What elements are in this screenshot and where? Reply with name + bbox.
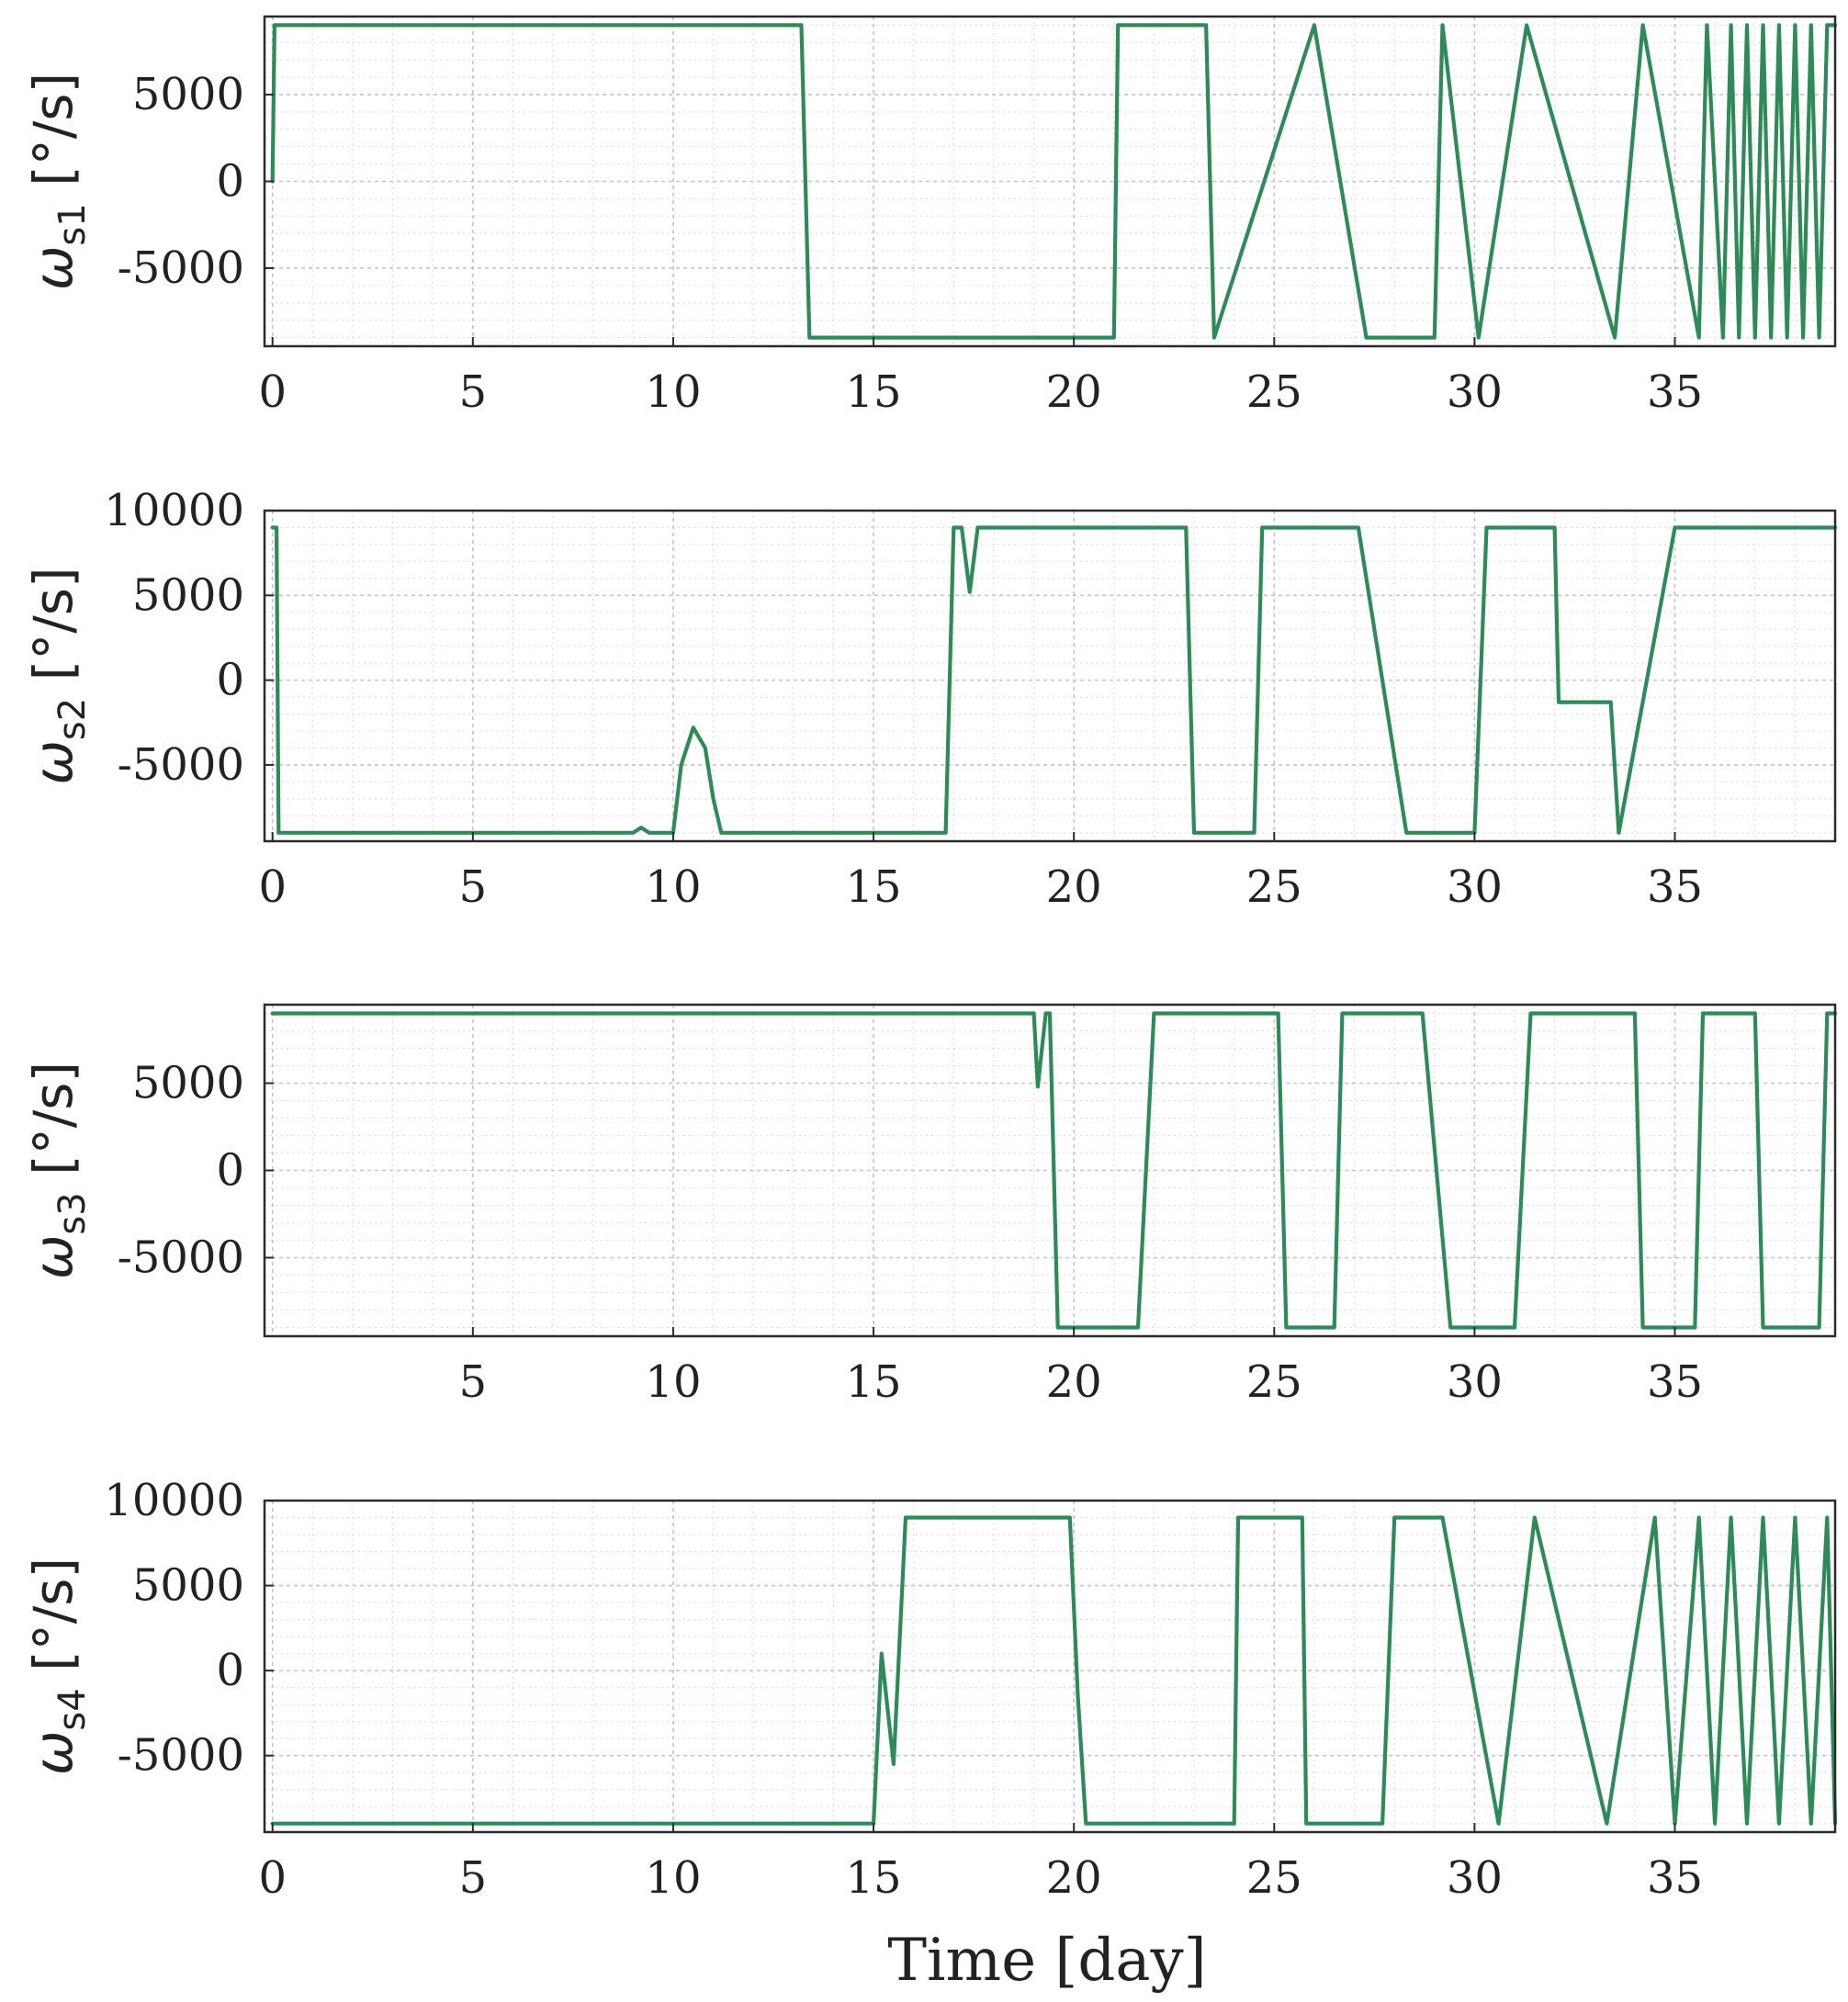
y-axis-label: ωs3 [°/s] (22, 1062, 94, 1279)
x-tick-label: 35 (1647, 1852, 1703, 1904)
x-tick-label: 30 (1447, 1356, 1503, 1408)
y-tick-label: 10000 (104, 1475, 244, 1526)
y-tick-label: 5000 (132, 69, 244, 120)
subplot-4: 0 5 10 15 20 25 30 35 10000 5000 0 -5000 ωs4 [°/s] (22, 1475, 1838, 1904)
y-label-unit: [°/s] (22, 1062, 85, 1192)
y-tick-label: 10000 (104, 485, 244, 536)
x-tick-label: 30 (1447, 1852, 1503, 1904)
y-label-subscript: s4 (51, 1688, 94, 1730)
minor-grid (265, 511, 1835, 841)
y-tick-label: 0 (216, 156, 244, 208)
y-label-subscript: s2 (51, 698, 94, 740)
series-line-1 (270, 23, 1838, 340)
y-tick-label: 5000 (132, 569, 244, 621)
y-axis-label: ωs1 [°/s] (22, 73, 94, 290)
x-tick-label: 25 (1246, 861, 1302, 913)
y-label-subscript: s1 (51, 203, 94, 245)
x-tick-label: 5 (459, 861, 488, 913)
axes-frame (263, 1499, 1837, 1834)
y-axis-label: ωs2 [°/s] (22, 567, 94, 784)
y-tick-label: -5000 (118, 1232, 244, 1284)
x-tick-label: 20 (1046, 1356, 1102, 1408)
y-label-subscript: s3 (51, 1192, 94, 1234)
y-label-symbol: ω (22, 1235, 85, 1280)
x-tick-label: 30 (1447, 366, 1503, 418)
series-line-1 (270, 1011, 1838, 1330)
y-label-unit: [°/s] (22, 73, 85, 203)
x-tick-label: 10 (645, 366, 701, 418)
x-tick-label: 10 (645, 1852, 701, 1904)
x-axis-title: Time [day] (887, 1927, 1206, 1995)
y-tick-label: 5000 (132, 1058, 244, 1109)
x-tick-label: 35 (1647, 861, 1703, 913)
x-tick-label: 5 (459, 1356, 488, 1408)
y-tick-label: 0 (216, 655, 244, 706)
y-axis-label: ωs4 [°/s] (22, 1558, 94, 1775)
y-label-symbol: ω (22, 246, 85, 291)
x-tick-label: 20 (1046, 366, 1102, 418)
x-tick-label: 15 (846, 366, 902, 418)
y-tick-label: 0 (216, 1645, 244, 1696)
x-tick-label: 10 (645, 861, 701, 913)
y-tick-label: 0 (216, 1145, 244, 1197)
x-tick-label: 25 (1246, 366, 1302, 418)
x-tick-label: 15 (846, 1356, 902, 1408)
x-tick-label: 15 (846, 861, 902, 913)
subplot-1: 0 5 10 15 20 25 30 35 5000 0 -5000 ωs1 [°/s] (22, 15, 1838, 418)
x-tick-label: 15 (846, 1852, 902, 1904)
major-grid (265, 511, 1835, 841)
subplot-2: 0 5 10 15 20 25 30 35 10000 5000 0 -5000 ωs2 [°/s] (22, 485, 1838, 913)
major-grid (265, 1501, 1835, 1832)
y-tick-label: -5000 (118, 242, 244, 294)
minor-grid (265, 1501, 1835, 1832)
y-tick-label: 5000 (132, 1560, 244, 1612)
major-grid (265, 1005, 1835, 1336)
x-tick-label: 5 (459, 1852, 488, 1904)
series-line-1 (270, 1515, 1838, 1826)
y-label-unit: [°/s] (22, 1558, 85, 1688)
x-tick-label: 20 (1046, 1852, 1102, 1904)
x-tick-label: 35 (1647, 1356, 1703, 1408)
y-label-symbol: ω (22, 1731, 85, 1776)
x-tick-label: 20 (1046, 861, 1102, 913)
major-grid (265, 17, 1835, 346)
x-tick-label: 0 (258, 366, 287, 418)
x-tick-label: 5 (459, 366, 488, 418)
y-label-unit: [°/s] (22, 567, 85, 697)
x-tick-label: 25 (1246, 1356, 1302, 1408)
x-tick-label: 30 (1447, 861, 1503, 913)
axes-frame (263, 509, 1837, 843)
y-tick-label: -5000 (118, 739, 244, 791)
x-tick-label: 0 (258, 861, 287, 913)
subplot-3: 5 10 15 20 25 30 35 5000 0 -5000 ωs3 [°/s] (22, 1003, 1838, 1408)
y-label-symbol: ω (22, 740, 85, 785)
x-tick-label: 35 (1647, 366, 1703, 418)
x-tick-label: 0 (258, 1852, 287, 1904)
x-tick-label: 10 (645, 1356, 701, 1408)
x-tick-label: 25 (1246, 1852, 1302, 1904)
y-tick-label: -5000 (118, 1730, 244, 1782)
series-line-1 (270, 525, 1838, 835)
